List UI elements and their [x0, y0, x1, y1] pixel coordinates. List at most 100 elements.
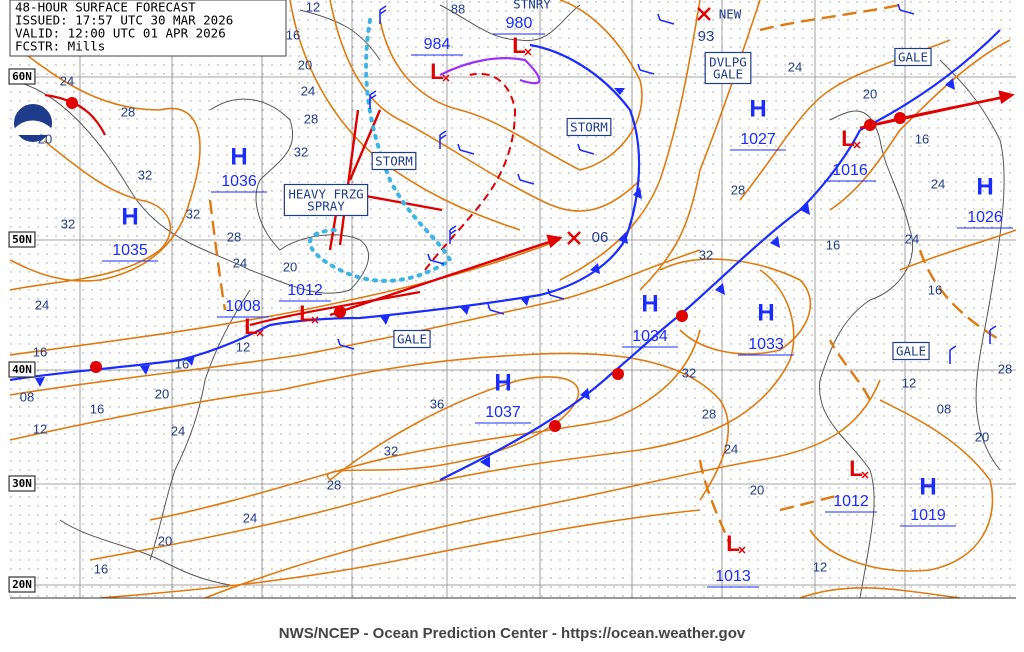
- isobar-label: 16: [826, 237, 840, 252]
- isobar-label: 88: [451, 1, 465, 16]
- isobar-label: 32: [61, 216, 75, 231]
- isobar-label: 20: [38, 131, 52, 146]
- annotation-box: [283, 183, 369, 217]
- freezing-spray-label: SPRAY: [307, 199, 345, 214]
- high-pressure: 1036: [221, 173, 257, 190]
- header-line: VALID: 12:00 UTC 01 APR 2026: [15, 26, 226, 41]
- isobar-label: 28: [304, 111, 318, 126]
- latitude-label: 60N: [12, 70, 32, 83]
- low-symbol: L: [849, 456, 862, 481]
- annotation-box: [704, 51, 752, 85]
- low-x: [442, 74, 450, 82]
- graticule: [10, 0, 1016, 598]
- future-position-label: 06: [592, 229, 609, 246]
- high-pressure: 1033: [748, 336, 784, 353]
- high-symbol: H: [121, 203, 138, 230]
- isobar-label: 24: [301, 83, 315, 98]
- low-x: [738, 546, 746, 554]
- isobar-label: 20: [750, 482, 764, 497]
- high-pressure: 1034: [632, 328, 668, 345]
- high-pressure: 1026: [967, 209, 1003, 226]
- isobar-label: 16: [928, 282, 942, 297]
- warning-label: GALE: [898, 50, 928, 65]
- coastlines: [9, 4, 1005, 599]
- isobar-label: 16: [94, 561, 108, 576]
- low-pressure: 980: [506, 15, 533, 32]
- isobar-label: 20: [158, 533, 172, 548]
- fronts: [9, 29, 1011, 481]
- isobar-label: 28: [998, 361, 1012, 376]
- isobar-label: 28: [327, 477, 341, 492]
- isobar-label: 16: [286, 27, 300, 42]
- isobar-label: 16: [90, 401, 104, 416]
- isobar-label: 20: [863, 86, 877, 101]
- isobar-label: 28: [121, 104, 135, 119]
- new-label: NEW: [719, 7, 742, 22]
- developing-gale-label: DVLPG: [709, 55, 747, 70]
- isobar-label: 24: [233, 255, 247, 270]
- warning-label: STORM: [375, 154, 413, 169]
- low-x: [311, 316, 319, 324]
- isobar-label: 24: [724, 441, 738, 456]
- isobar-label: 24: [243, 510, 257, 525]
- freezing-spray-label: HEAVY FRZG: [288, 187, 363, 202]
- latitude-label-box: [8, 231, 36, 248]
- low-x: [861, 471, 869, 479]
- footer-band: [0, 598, 1024, 652]
- isobar-label: 16: [175, 356, 189, 371]
- latitude-label: 50N: [12, 233, 32, 246]
- isobar-label: 16: [915, 131, 929, 146]
- isobar-label: 12: [33, 421, 47, 436]
- warning-label-box: [892, 341, 930, 361]
- low-pressure: 1012: [287, 282, 323, 299]
- stationary-label: STNRY: [513, 0, 551, 12]
- isobar-label: 20: [975, 429, 989, 444]
- high-symbol: H: [757, 299, 774, 326]
- noaa-logo: [12, 102, 54, 144]
- warning-label-box: [566, 117, 612, 137]
- troughs: [208, 3, 1001, 546]
- isobar-label: 12: [813, 559, 827, 574]
- isobar-label: 24: [931, 176, 945, 191]
- low-symbol: L: [726, 531, 739, 556]
- isobar-label: 24: [35, 297, 49, 312]
- isobar-label: 32: [699, 247, 713, 262]
- low-pressure: 1008: [225, 298, 261, 315]
- isobar-label: 28: [702, 406, 716, 421]
- isobar-label: 12: [306, 0, 320, 14]
- footer: NWS/NCEP - Ocean Prediction Center - htt…: [279, 625, 746, 642]
- isobar-label: 20: [298, 57, 312, 72]
- latitude-label: 40N: [12, 363, 32, 376]
- latitude-label-box: [8, 576, 36, 593]
- low-symbol: L: [841, 126, 854, 151]
- high-symbol: H: [749, 95, 766, 122]
- low-x: [853, 141, 861, 149]
- latitude-label: 30N: [12, 477, 32, 490]
- isobar-label: 32: [138, 167, 152, 182]
- high-symbol: H: [641, 290, 658, 317]
- latitude-label: 20N: [12, 578, 32, 591]
- high-pressure: 1035: [112, 242, 148, 259]
- isobar-label: 28: [731, 182, 745, 197]
- isobar-label: 20: [283, 259, 297, 274]
- isobar-label: 08: [20, 389, 34, 404]
- isobar-label: 32: [186, 206, 200, 221]
- warning-label-box: [894, 47, 932, 67]
- isobar-label: 24: [60, 73, 74, 88]
- isobar-label: 24: [788, 59, 802, 74]
- low-pressure: 984: [424, 36, 451, 53]
- latitude-label-box: [8, 475, 36, 492]
- warning-label-box: [371, 151, 417, 171]
- high-symbol: H: [919, 473, 936, 500]
- high-pressure: 1027: [740, 131, 776, 148]
- header-line: 48-HOUR SURFACE FORECAST: [15, 0, 196, 15]
- isobar-label: 12: [902, 375, 916, 390]
- warning-label-box: [393, 329, 431, 349]
- low-symbol: L: [512, 33, 525, 58]
- isobar-label: 24: [171, 423, 185, 438]
- isobar-label: 20: [155, 386, 169, 401]
- isobar-label: 36: [430, 396, 444, 411]
- freezing-spray-area: [308, 18, 453, 283]
